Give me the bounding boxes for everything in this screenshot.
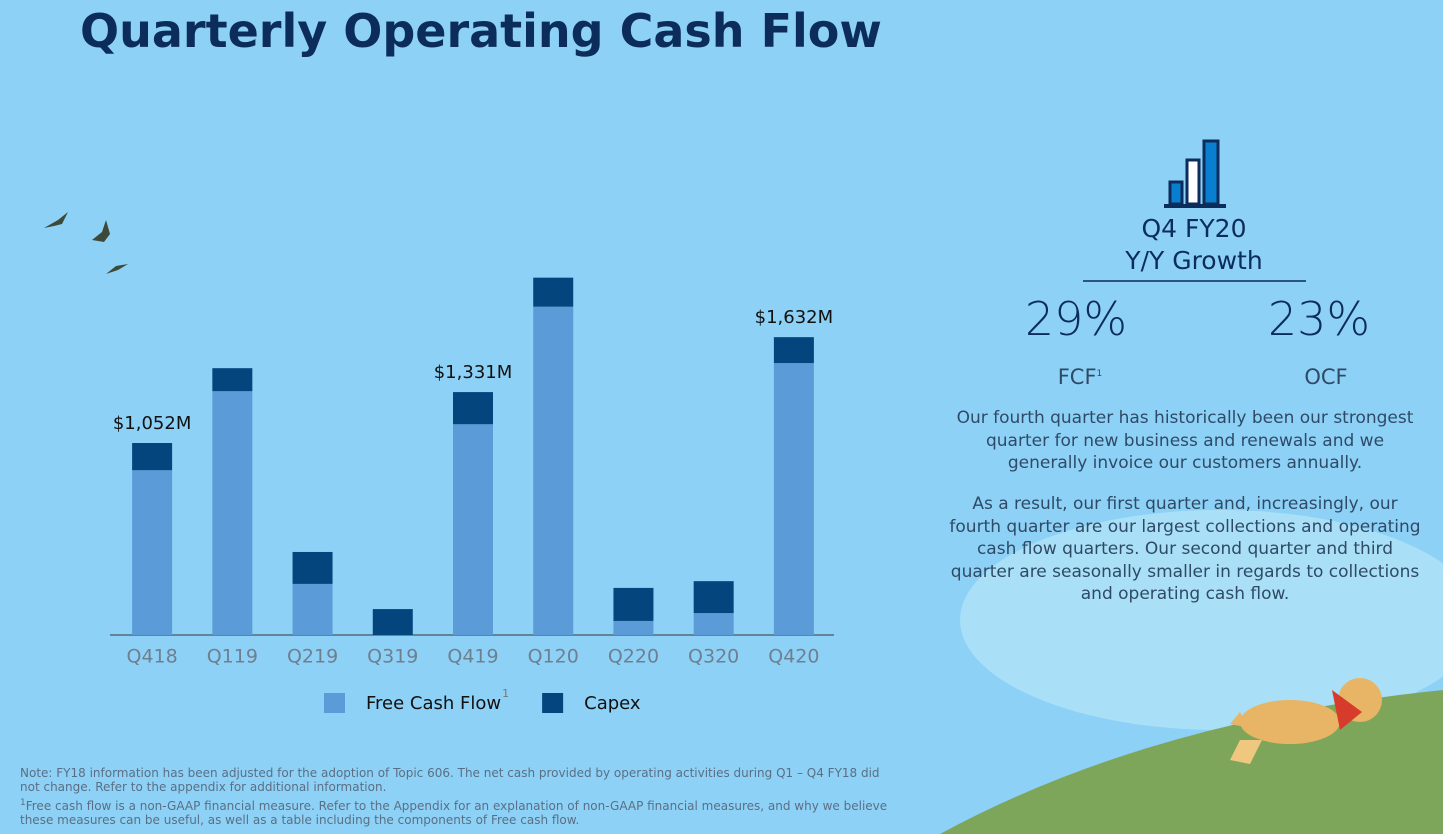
bar-segment — [693, 581, 734, 614]
legend-swatch — [542, 693, 564, 713]
x-tick-label: Q418 — [126, 646, 177, 668]
total-label: $1,052M — [113, 413, 192, 434]
footnote: Note: FY18 information has been adjusted… — [20, 766, 880, 794]
birds — [44, 212, 128, 274]
x-tick-label: Q220 — [608, 646, 659, 668]
paragraph: Our fourth quarter has historically been… — [956, 408, 1414, 473]
bar-segment — [773, 363, 814, 635]
metric-label-text: FCF — [1057, 365, 1097, 389]
bar-segment — [212, 368, 253, 392]
x-tick-label: Q320 — [688, 646, 739, 668]
bar-segment — [453, 392, 493, 425]
x-tick-label: Q319 — [367, 646, 418, 668]
bar-segment — [533, 277, 574, 307]
legend-swatch — [324, 693, 345, 713]
footnote-text: Free cash flow is a non-GAAP financial m… — [20, 799, 888, 827]
bar-segment — [613, 587, 654, 621]
paragraph: As a result, our first quarter and, incr… — [949, 494, 1421, 604]
x-tick-label: Q119 — [207, 646, 258, 668]
bar-segment — [453, 424, 493, 635]
total-label: $1,331M — [434, 362, 513, 383]
bar-segment — [292, 551, 333, 584]
footnote-mark: 1 — [1096, 369, 1103, 379]
legend-label: Capex — [584, 693, 641, 714]
total-label: $1,632M — [755, 307, 834, 328]
cloud — [960, 510, 1443, 730]
legend-footnote: 1 — [502, 687, 509, 700]
panel-heading: Q4 FY20 — [1141, 214, 1247, 243]
footnote: 1Free cash flow is a non-GAAP financial … — [20, 796, 900, 827]
metric-label: OCF — [1304, 365, 1348, 389]
x-tick-label: Q420 — [768, 646, 819, 668]
bar-segment — [132, 470, 173, 635]
bar-segment — [773, 337, 814, 364]
x-tick-label: Q120 — [528, 646, 579, 668]
x-tick-label: Q219 — [287, 646, 338, 668]
icon — [1164, 139, 1226, 208]
legend-label: Free Cash Flow — [366, 693, 501, 714]
bar-segment — [533, 306, 574, 635]
metric-value: 23% — [1267, 292, 1371, 346]
metric-value: 29% — [1024, 292, 1128, 346]
bar-segment — [372, 609, 413, 635]
bar-segment — [132, 443, 173, 471]
bar-segment — [613, 620, 654, 635]
bar-segment — [212, 391, 253, 635]
bar-segment — [693, 613, 734, 635]
metric-label: FCF1 — [1000, 365, 1160, 389]
panel-heading: Y/Y Growth — [1125, 246, 1263, 275]
footnote-mark: 1 — [20, 798, 26, 808]
dog — [1230, 678, 1382, 764]
bar-segment — [292, 583, 333, 635]
x-tick-label: Q419 — [447, 646, 498, 668]
title: Quarterly Operating Cash Flow — [80, 4, 882, 58]
